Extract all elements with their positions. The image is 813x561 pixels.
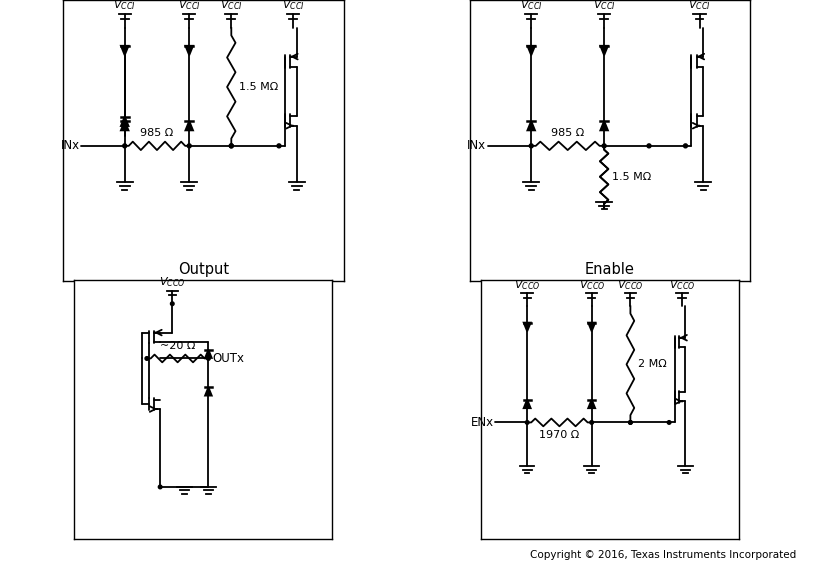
Polygon shape: [205, 387, 211, 396]
Circle shape: [229, 144, 233, 148]
Text: $V_{CCI}$: $V_{CCI}$: [520, 0, 542, 12]
Polygon shape: [588, 399, 595, 408]
Text: $V_{CCI}$: $V_{CCI}$: [114, 0, 136, 12]
Text: $V_{CCI}$: $V_{CCI}$: [220, 0, 242, 12]
Circle shape: [667, 421, 671, 424]
Circle shape: [145, 357, 149, 360]
Text: $V_{CCO}$: $V_{CCO}$: [579, 278, 605, 292]
Polygon shape: [205, 350, 211, 358]
Text: $V_{CCI}$: $V_{CCI}$: [689, 0, 711, 12]
Text: ENx: ENx: [471, 416, 493, 429]
Circle shape: [684, 144, 688, 148]
Title: Output: Output: [178, 261, 228, 277]
Text: $V_{CCO}$: $V_{CCO}$: [617, 278, 644, 292]
Polygon shape: [121, 46, 128, 55]
Text: 1.5 MΩ: 1.5 MΩ: [239, 82, 278, 92]
Circle shape: [647, 144, 651, 148]
Text: 1970 Ω: 1970 Ω: [539, 430, 580, 440]
Circle shape: [529, 144, 533, 148]
Polygon shape: [528, 121, 535, 130]
Circle shape: [187, 144, 191, 148]
Text: $V_{CCI}$: $V_{CCI}$: [178, 0, 201, 12]
Circle shape: [171, 302, 174, 306]
Circle shape: [590, 421, 593, 424]
Text: 985 Ω: 985 Ω: [551, 128, 585, 138]
Circle shape: [229, 144, 233, 148]
Polygon shape: [524, 399, 531, 408]
Polygon shape: [121, 121, 128, 130]
Polygon shape: [121, 117, 128, 126]
Circle shape: [207, 357, 211, 360]
Circle shape: [628, 421, 633, 424]
Polygon shape: [185, 46, 193, 55]
Polygon shape: [600, 121, 608, 130]
Polygon shape: [528, 46, 535, 55]
Circle shape: [525, 421, 529, 424]
Text: $V_{CCO}$: $V_{CCO}$: [514, 278, 541, 292]
Text: $V_{CCI}$: $V_{CCI}$: [593, 0, 615, 12]
Polygon shape: [600, 46, 608, 55]
Text: $V_{CCO}$: $V_{CCO}$: [669, 278, 695, 292]
Polygon shape: [588, 323, 595, 332]
Polygon shape: [185, 121, 193, 130]
Text: Copyright © 2016, Texas Instruments Incorporated: Copyright © 2016, Texas Instruments Inco…: [531, 550, 797, 560]
Circle shape: [277, 144, 281, 148]
Text: 2 MΩ: 2 MΩ: [637, 360, 667, 369]
Text: 1.5 MΩ: 1.5 MΩ: [612, 172, 651, 182]
Circle shape: [123, 144, 127, 148]
Text: OUTx: OUTx: [212, 352, 244, 365]
Text: $V_{CCI}$: $V_{CCI}$: [282, 0, 304, 12]
Title: Enable: Enable: [585, 261, 635, 277]
Polygon shape: [524, 323, 531, 332]
Circle shape: [602, 144, 606, 148]
Text: INx: INx: [467, 139, 486, 153]
Text: 985 Ω: 985 Ω: [141, 128, 174, 138]
Text: INx: INx: [61, 139, 80, 153]
Text: $V_{CCO}$: $V_{CCO}$: [159, 275, 185, 289]
Circle shape: [628, 421, 633, 424]
Text: ~20 Ω: ~20 Ω: [160, 341, 195, 351]
Circle shape: [159, 485, 162, 489]
